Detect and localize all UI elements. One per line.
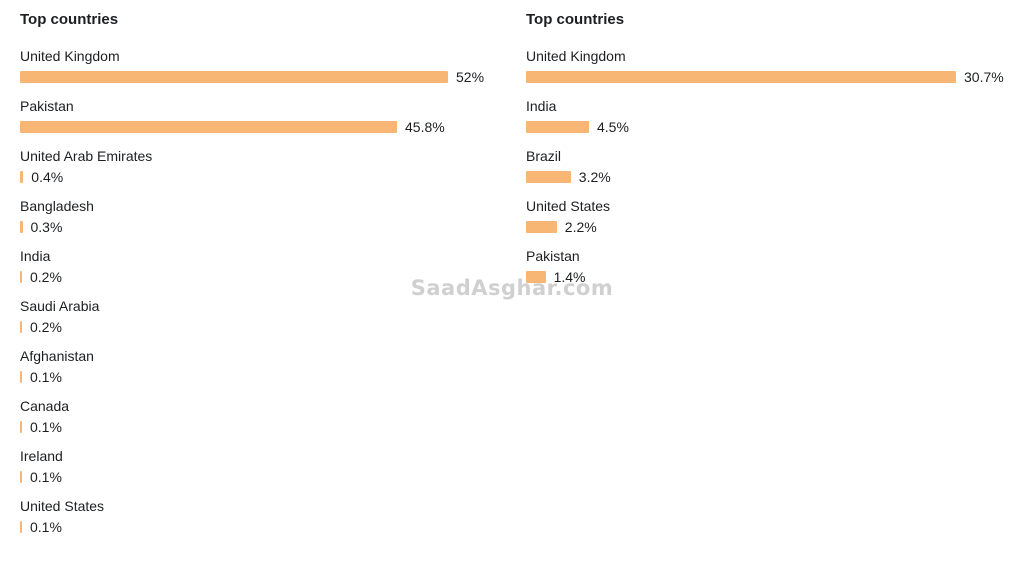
bar-row: United States 2.2%	[526, 197, 1016, 247]
category-label: United Arab Emirates	[20, 148, 153, 164]
value-label: 0.1%	[30, 469, 62, 485]
bar-line: 3.2%	[526, 168, 1016, 186]
bar-row: United Arab Emirates 0.4%	[20, 147, 495, 197]
value-label: 2.2%	[564, 219, 597, 235]
value-label: 4.5%	[597, 119, 629, 135]
chart-panel-right: Top countries United Kingdom 30.7% India 4.…	[526, 10, 1016, 297]
bar-row: India 4.5%	[526, 97, 1016, 147]
bar	[20, 421, 22, 433]
bar-line: 52%	[20, 68, 495, 86]
bar-row: Ireland 0.1%	[20, 447, 495, 497]
bar-row: India 0.2%	[20, 247, 495, 297]
chart-panel-left: Top countries United Kingdom 52% Pakistan 4…	[20, 10, 495, 547]
bar	[20, 521, 22, 533]
value-label: 0.1%	[30, 419, 62, 435]
value-label: 0.3%	[30, 219, 63, 235]
value-label: 1.4%	[553, 269, 586, 285]
bar-line: 2.2%	[526, 218, 1016, 236]
category-label: Afghanistan	[20, 348, 94, 364]
bar-line: 0.2%	[20, 318, 495, 336]
bar-row: Bangladesh 0.3%	[20, 197, 495, 247]
value-label: 52%	[456, 69, 485, 85]
bar-line: 30.7%	[526, 68, 1016, 86]
bar	[526, 271, 546, 283]
chart-title: Top countries	[20, 11, 119, 28]
category-label: Saudi Arabia	[20, 298, 100, 314]
category-label: Ireland	[20, 448, 63, 464]
bar-row: United Kingdom 30.7%	[526, 47, 1016, 97]
category-label: Pakistan	[20, 98, 74, 114]
bar-line: 0.1%	[20, 468, 495, 486]
bar-row: Brazil 3.2%	[526, 147, 1016, 197]
bar	[20, 171, 24, 183]
bar	[20, 321, 22, 333]
bar	[20, 471, 22, 483]
value-label: 0.2%	[30, 269, 62, 285]
bar	[526, 121, 589, 133]
watermark-text: SaadAsghar.com	[410, 276, 614, 300]
category-label: Bangladesh	[20, 198, 94, 214]
category-label: Pakistan	[526, 248, 580, 264]
bar-line: 4.5%	[526, 118, 1016, 136]
bar-line: 45.8%	[20, 118, 495, 136]
category-label: United States	[526, 198, 611, 214]
bar	[20, 271, 22, 283]
bar	[20, 121, 397, 133]
chart-title: Top countries	[526, 11, 625, 28]
bar-row: Afghanistan 0.1%	[20, 347, 495, 397]
bar-line: 0.2%	[20, 268, 495, 286]
category-label: Brazil	[526, 148, 562, 164]
category-label: Canada	[20, 398, 70, 414]
bar	[20, 371, 22, 383]
bar	[526, 171, 571, 183]
bar	[526, 71, 956, 83]
category-label: United Kingdom	[20, 48, 120, 64]
bar	[20, 71, 448, 83]
bar-line: 0.4%	[20, 168, 495, 186]
bar-line: 0.1%	[20, 518, 495, 536]
bar-line: 0.3%	[20, 218, 495, 236]
value-label: 0.2%	[30, 319, 62, 335]
value-label: 30.7%	[964, 69, 1004, 85]
bar-rows: United Kingdom 52% Pakistan 45.8% United Ara…	[20, 47, 495, 547]
bar-row: Pakistan 45.8%	[20, 97, 495, 147]
bar	[526, 221, 557, 233]
bar-row: Canada 0.1%	[20, 397, 495, 447]
bar-row: United States 0.1%	[20, 497, 495, 547]
value-label: 0.4%	[31, 169, 64, 185]
category-label: United States	[20, 498, 105, 514]
bar-line: 0.1%	[20, 368, 495, 386]
bar-rows: United Kingdom 30.7% India 4.5% Brazil 3.2% Un…	[526, 47, 1016, 297]
bar-row: Saudi Arabia 0.2%	[20, 297, 495, 347]
value-label: 0.1%	[30, 369, 62, 385]
category-label: India	[20, 248, 51, 264]
category-label: India	[526, 98, 557, 114]
bar-line: 1.4%	[526, 268, 1016, 286]
category-label: United Kingdom	[526, 48, 626, 64]
bar-line: 0.1%	[20, 418, 495, 436]
bar-row: Pakistan 1.4%	[526, 247, 1016, 297]
value-label: 0.1%	[30, 519, 62, 535]
bar	[20, 221, 23, 233]
bar-row: United Kingdom 52%	[20, 47, 495, 97]
value-label: 45.8%	[405, 119, 445, 135]
value-label: 3.2%	[578, 169, 611, 185]
